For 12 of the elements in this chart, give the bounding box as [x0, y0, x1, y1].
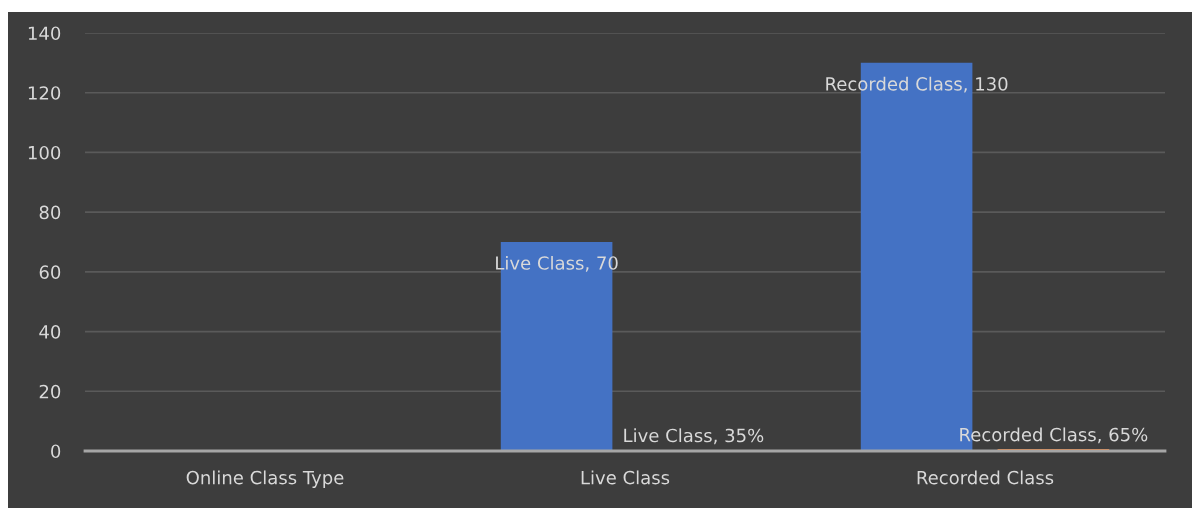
x-tick-label: Recorded Class	[917, 470, 1054, 485]
data-label: Live Class, 35%	[624, 428, 764, 445]
x-tick-label: Live Class	[581, 470, 670, 485]
x-tick-label: Online Class Type	[186, 470, 344, 488]
y-tick-label: 40	[39, 325, 61, 339]
y-tick-label: 60	[39, 265, 61, 279]
y-tick-label: 100	[28, 145, 61, 160]
y-tick-label: 140	[28, 26, 61, 41]
y-tick-label: 120	[28, 86, 61, 100]
y-tick-label: 0	[51, 444, 61, 459]
y-tick-label: 80	[39, 205, 61, 220]
y-tick-label: 20	[39, 384, 61, 399]
